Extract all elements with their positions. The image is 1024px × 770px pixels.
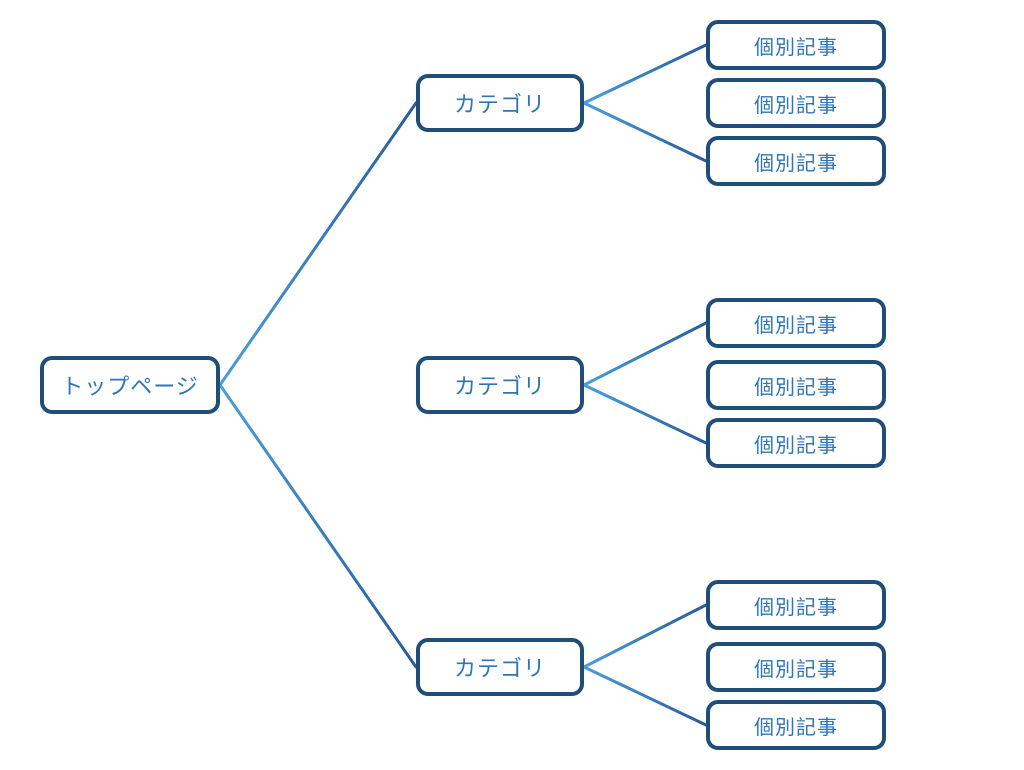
tree-diagram: トップページカテゴリカテゴリカテゴリ個別記事個別記事個別記事個別記事個別記事個別…: [0, 0, 1024, 770]
node-cat1: カテゴリ: [416, 74, 584, 132]
node-c3: 個別記事: [706, 700, 886, 750]
edge-root-cat3: [220, 385, 416, 667]
edge-cat3-c3: [584, 667, 706, 725]
node-label: 個別記事: [754, 371, 838, 400]
node-b1: 個別記事: [706, 298, 886, 348]
node-c1: 個別記事: [706, 580, 886, 630]
node-cat2: カテゴリ: [416, 356, 584, 414]
node-label: 個別記事: [754, 309, 838, 338]
edge-cat2-b3: [584, 385, 706, 443]
node-label: カテゴリ: [454, 369, 546, 401]
node-a2: 個別記事: [706, 78, 886, 128]
node-label: 個別記事: [754, 89, 838, 118]
node-label: 個別記事: [754, 31, 838, 60]
node-label: 個別記事: [754, 591, 838, 620]
node-label: カテゴリ: [454, 651, 546, 683]
node-label: カテゴリ: [454, 87, 546, 119]
edge-cat2-b1: [584, 323, 706, 385]
edge-root-cat1: [220, 103, 416, 385]
edge-cat1-a1: [584, 45, 706, 103]
node-a1: 個別記事: [706, 20, 886, 70]
node-label: 個別記事: [754, 147, 838, 176]
edge-cat1-a3: [584, 103, 706, 161]
node-a3: 個別記事: [706, 136, 886, 186]
node-label: 個別記事: [754, 429, 838, 458]
edge-cat3-c1: [584, 605, 706, 667]
node-label: 個別記事: [754, 653, 838, 682]
node-b2: 個別記事: [706, 360, 886, 410]
node-root: トップページ: [40, 356, 220, 414]
node-label: トップページ: [61, 369, 199, 401]
node-label: 個別記事: [754, 711, 838, 740]
node-cat3: カテゴリ: [416, 638, 584, 696]
node-b3: 個別記事: [706, 418, 886, 468]
node-c2: 個別記事: [706, 642, 886, 692]
